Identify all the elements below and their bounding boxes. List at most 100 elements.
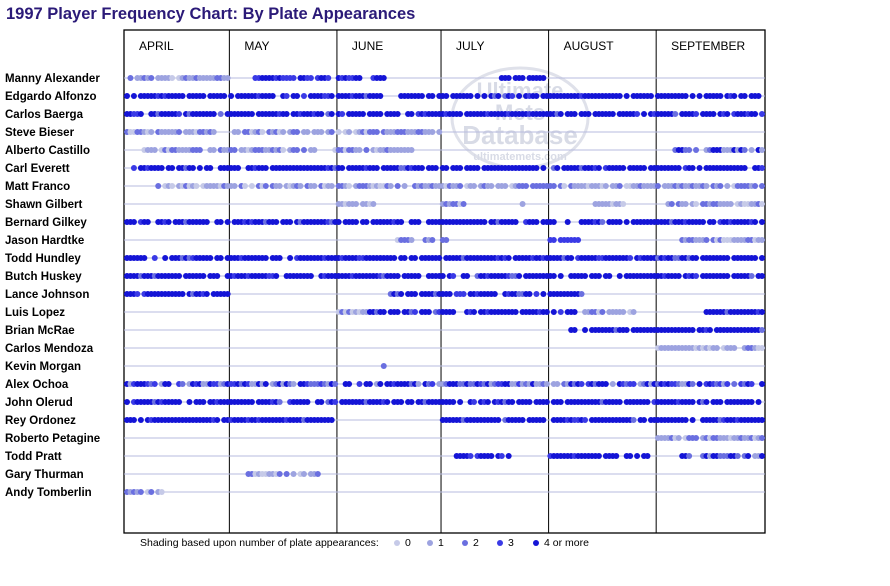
plate-appearance-dot	[717, 183, 724, 189]
plate-appearance-dot	[276, 399, 283, 405]
plate-appearance-dot	[179, 381, 186, 387]
player-name-rey-ordonez: Rey Ordonez	[5, 415, 76, 427]
plate-appearance-dot	[290, 75, 297, 81]
plate-appearance-dot	[176, 273, 183, 279]
plate-appearance-dot	[359, 111, 366, 117]
plate-appearance-dot	[457, 399, 464, 405]
plate-appearance-dot	[394, 309, 401, 315]
plate-appearance-dot	[724, 273, 731, 279]
plate-appearance-dot	[689, 381, 696, 387]
legend-dot-4	[533, 540, 539, 546]
plate-appearance-dot	[696, 381, 703, 387]
plate-appearance-dot	[436, 255, 443, 261]
plate-appearance-dot	[346, 129, 353, 135]
plate-appearance-dot	[217, 255, 224, 261]
plate-appearance-dot	[429, 381, 436, 387]
plate-appearance-dot	[488, 453, 495, 459]
plate-appearance-dot	[557, 273, 564, 279]
player-rows: Manny Alexander Edgardo Alfonzo Carlos Bae…	[5, 73, 765, 499]
plate-appearance-dot	[443, 165, 450, 171]
plate-appearance-dot	[450, 399, 457, 405]
plate-appearance-dot	[550, 309, 557, 315]
plate-appearance-dot	[505, 453, 512, 459]
plate-appearance-dot	[623, 219, 630, 225]
plate-appearance-dot	[731, 381, 738, 387]
plate-appearance-dot	[675, 165, 682, 171]
chart-grid: APRIL MAY JUNE JULY AUGUST SEPTEMBER	[123, 29, 766, 534]
plate-appearance-dot	[689, 417, 696, 423]
plate-appearance-dot	[130, 93, 137, 99]
plate-appearance-dot	[318, 111, 325, 117]
plate-appearance-dot	[412, 309, 419, 315]
plate-appearance-dot	[124, 93, 130, 99]
plate-appearance-dot	[294, 129, 301, 135]
plate-appearance-dot	[620, 201, 627, 207]
plate-appearance-dot	[189, 165, 196, 171]
plate-appearance-dot	[325, 75, 332, 81]
plate-appearance-dot	[425, 309, 432, 315]
plate-appearance-dot	[668, 201, 675, 207]
legend-label-3: 3	[508, 537, 514, 549]
plate-appearance-dot	[210, 147, 217, 153]
plate-appearance-dot	[620, 309, 627, 315]
plate-appearance-dot	[307, 273, 314, 279]
plate-appearance-dot	[491, 291, 498, 297]
plate-appearance-dot	[484, 399, 491, 405]
plate-appearance-dot	[398, 219, 405, 225]
legend-label-1: 1	[438, 537, 444, 549]
plate-appearance-dot	[630, 417, 637, 423]
plate-appearance-dot	[682, 201, 689, 207]
plate-appearance-dot	[193, 183, 200, 189]
plate-appearance-dot	[335, 129, 342, 135]
plate-appearance-dot	[634, 453, 641, 459]
plate-appearance-dot	[408, 147, 415, 153]
player-name-gary-thurman: Gary Thurman	[5, 469, 84, 481]
plate-appearance-dot	[654, 183, 661, 189]
plate-appearance-dot	[130, 219, 137, 225]
plate-appearance-dot	[599, 309, 606, 315]
plate-appearance-dot	[224, 291, 231, 297]
plate-appearance-dot	[339, 111, 346, 117]
plate-appearance-dot	[641, 417, 648, 423]
plate-appearance-dot	[571, 111, 578, 117]
plate-appearance-dot	[165, 219, 172, 225]
plate-appearance-dot	[498, 453, 505, 459]
plate-appearance-dot	[273, 219, 280, 225]
plate-appearance-dot	[370, 201, 377, 207]
plate-appearance-dot	[273, 273, 280, 279]
plate-appearance-dot	[214, 417, 221, 423]
plate-appearance-dot	[207, 165, 214, 171]
plate-appearance-dot	[602, 381, 609, 387]
plate-appearance-dot	[130, 417, 137, 423]
plate-appearance-dot	[464, 273, 471, 279]
plate-appearance-dot	[533, 219, 540, 225]
plate-appearance-dot	[523, 183, 530, 189]
plate-appearance-dot	[384, 399, 391, 405]
plate-appearance-dot	[235, 129, 242, 135]
plate-appearance-dot	[467, 93, 474, 99]
plate-appearance-dot	[696, 93, 703, 99]
plate-appearance-dot	[186, 399, 193, 405]
plate-appearance-dot	[436, 129, 443, 135]
legend: Shading based upon number of plate appea…	[140, 537, 589, 549]
plate-appearance-dot	[450, 309, 457, 315]
plate-appearance-dot	[162, 255, 169, 261]
plate-appearance-dot	[439, 273, 446, 279]
plate-appearance-dot	[294, 93, 301, 99]
plate-appearance-dot	[519, 75, 526, 81]
plate-appearance-dot	[575, 237, 582, 243]
month-label-june: JUNE	[352, 39, 383, 53]
plate-appearance-dot	[543, 399, 550, 405]
plate-appearance-dot	[200, 273, 207, 279]
plate-appearance-dot	[516, 93, 523, 99]
plate-appearance-dot	[460, 201, 467, 207]
plate-appearance-dot	[328, 93, 335, 99]
plate-appearance-dot	[280, 129, 287, 135]
plate-appearance-dot	[335, 219, 342, 225]
plate-appearance-dot	[221, 93, 228, 99]
plate-appearance-dot	[481, 219, 488, 225]
plate-appearance-dot	[727, 201, 734, 207]
plate-appearance-dot	[693, 111, 700, 117]
plate-appearance-dot	[571, 327, 578, 333]
plate-appearance-dot	[401, 183, 408, 189]
